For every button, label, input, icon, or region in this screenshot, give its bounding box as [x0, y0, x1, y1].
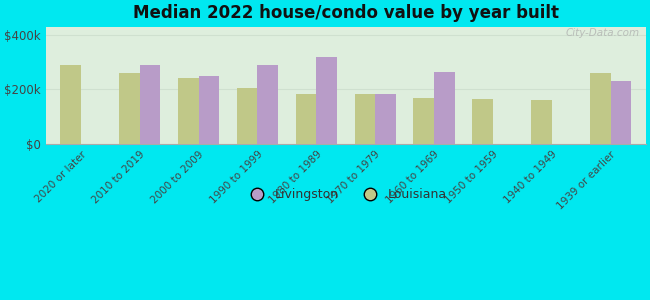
Bar: [413, 98, 434, 144]
Text: City-Data.com: City-Data.com: [566, 28, 640, 38]
Legend: Livingston, Louisiana: Livingston, Louisiana: [240, 183, 452, 206]
Bar: [237, 88, 257, 144]
Bar: [531, 100, 552, 144]
Bar: [199, 76, 219, 144]
Bar: [296, 94, 317, 144]
Bar: [257, 65, 278, 144]
Bar: [60, 65, 81, 144]
Title: Median 2022 house/condo value by year built: Median 2022 house/condo value by year bu…: [133, 4, 559, 22]
Bar: [375, 94, 396, 144]
Bar: [140, 65, 161, 144]
Bar: [317, 57, 337, 144]
Bar: [119, 73, 140, 144]
Bar: [434, 72, 454, 144]
Bar: [590, 73, 610, 144]
Bar: [178, 79, 199, 144]
Bar: [473, 99, 493, 144]
Bar: [610, 81, 631, 144]
Bar: [354, 94, 375, 144]
